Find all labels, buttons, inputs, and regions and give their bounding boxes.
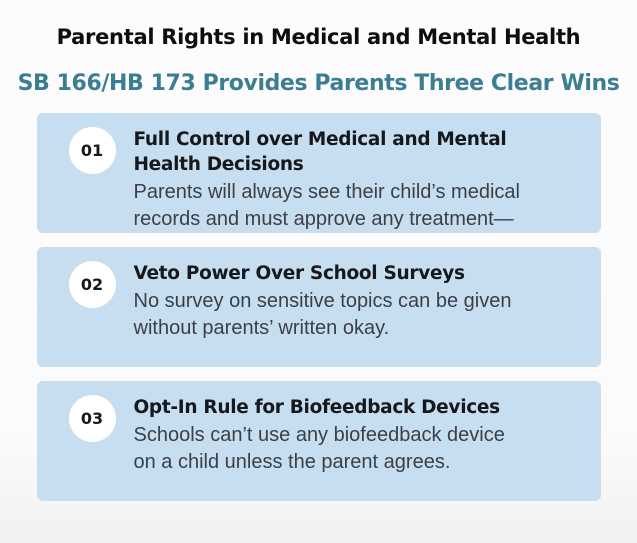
win-card-2: 02 Veto Power Over School Surveys No sur… <box>36 247 601 367</box>
win-number-badge-2: 02 <box>68 261 116 308</box>
win-card-2-text: Veto Power Over School Surveys No survey… <box>134 261 569 342</box>
infographic-header: Parental Rights in Medical and Mental He… <box>0 25 637 97</box>
wins-list: 01 Full Control over Medical and Mental … <box>36 113 601 501</box>
win-card-3: 03 Opt-In Rule for Biofeedback Devices S… <box>36 381 601 501</box>
win-heading-1: Full Control over Medical and Mental Hea… <box>133 129 507 175</box>
win-number-badge-1: 01 <box>68 127 116 174</box>
win-body-1: Parents will always see their child’s me… <box>133 181 520 230</box>
win-number-badge-3: 03 <box>68 395 116 442</box>
win-heading-3: Opt-In Rule for Biofeedback Devices <box>133 397 501 418</box>
win-card-3-text: Opt-In Rule for Biofeedback Devices Scho… <box>134 395 524 476</box>
win-body-3: Schools can’t use any biofeedback device… <box>133 424 505 473</box>
page-subtitle: SB 166/HB 173 Provides Parents Three Cle… <box>17 71 620 96</box>
page-title: Parental Rights in Medical and Mental He… <box>56 25 581 49</box>
win-card-1: 01 Full Control over Medical and Mental … <box>36 113 601 233</box>
win-card-1-text: Full Control over Medical and Mental Hea… <box>134 127 585 233</box>
win-body-2: No survey on sensitive topics can be giv… <box>133 290 512 339</box>
win-heading-2: Veto Power Over School Surveys <box>133 263 465 284</box>
